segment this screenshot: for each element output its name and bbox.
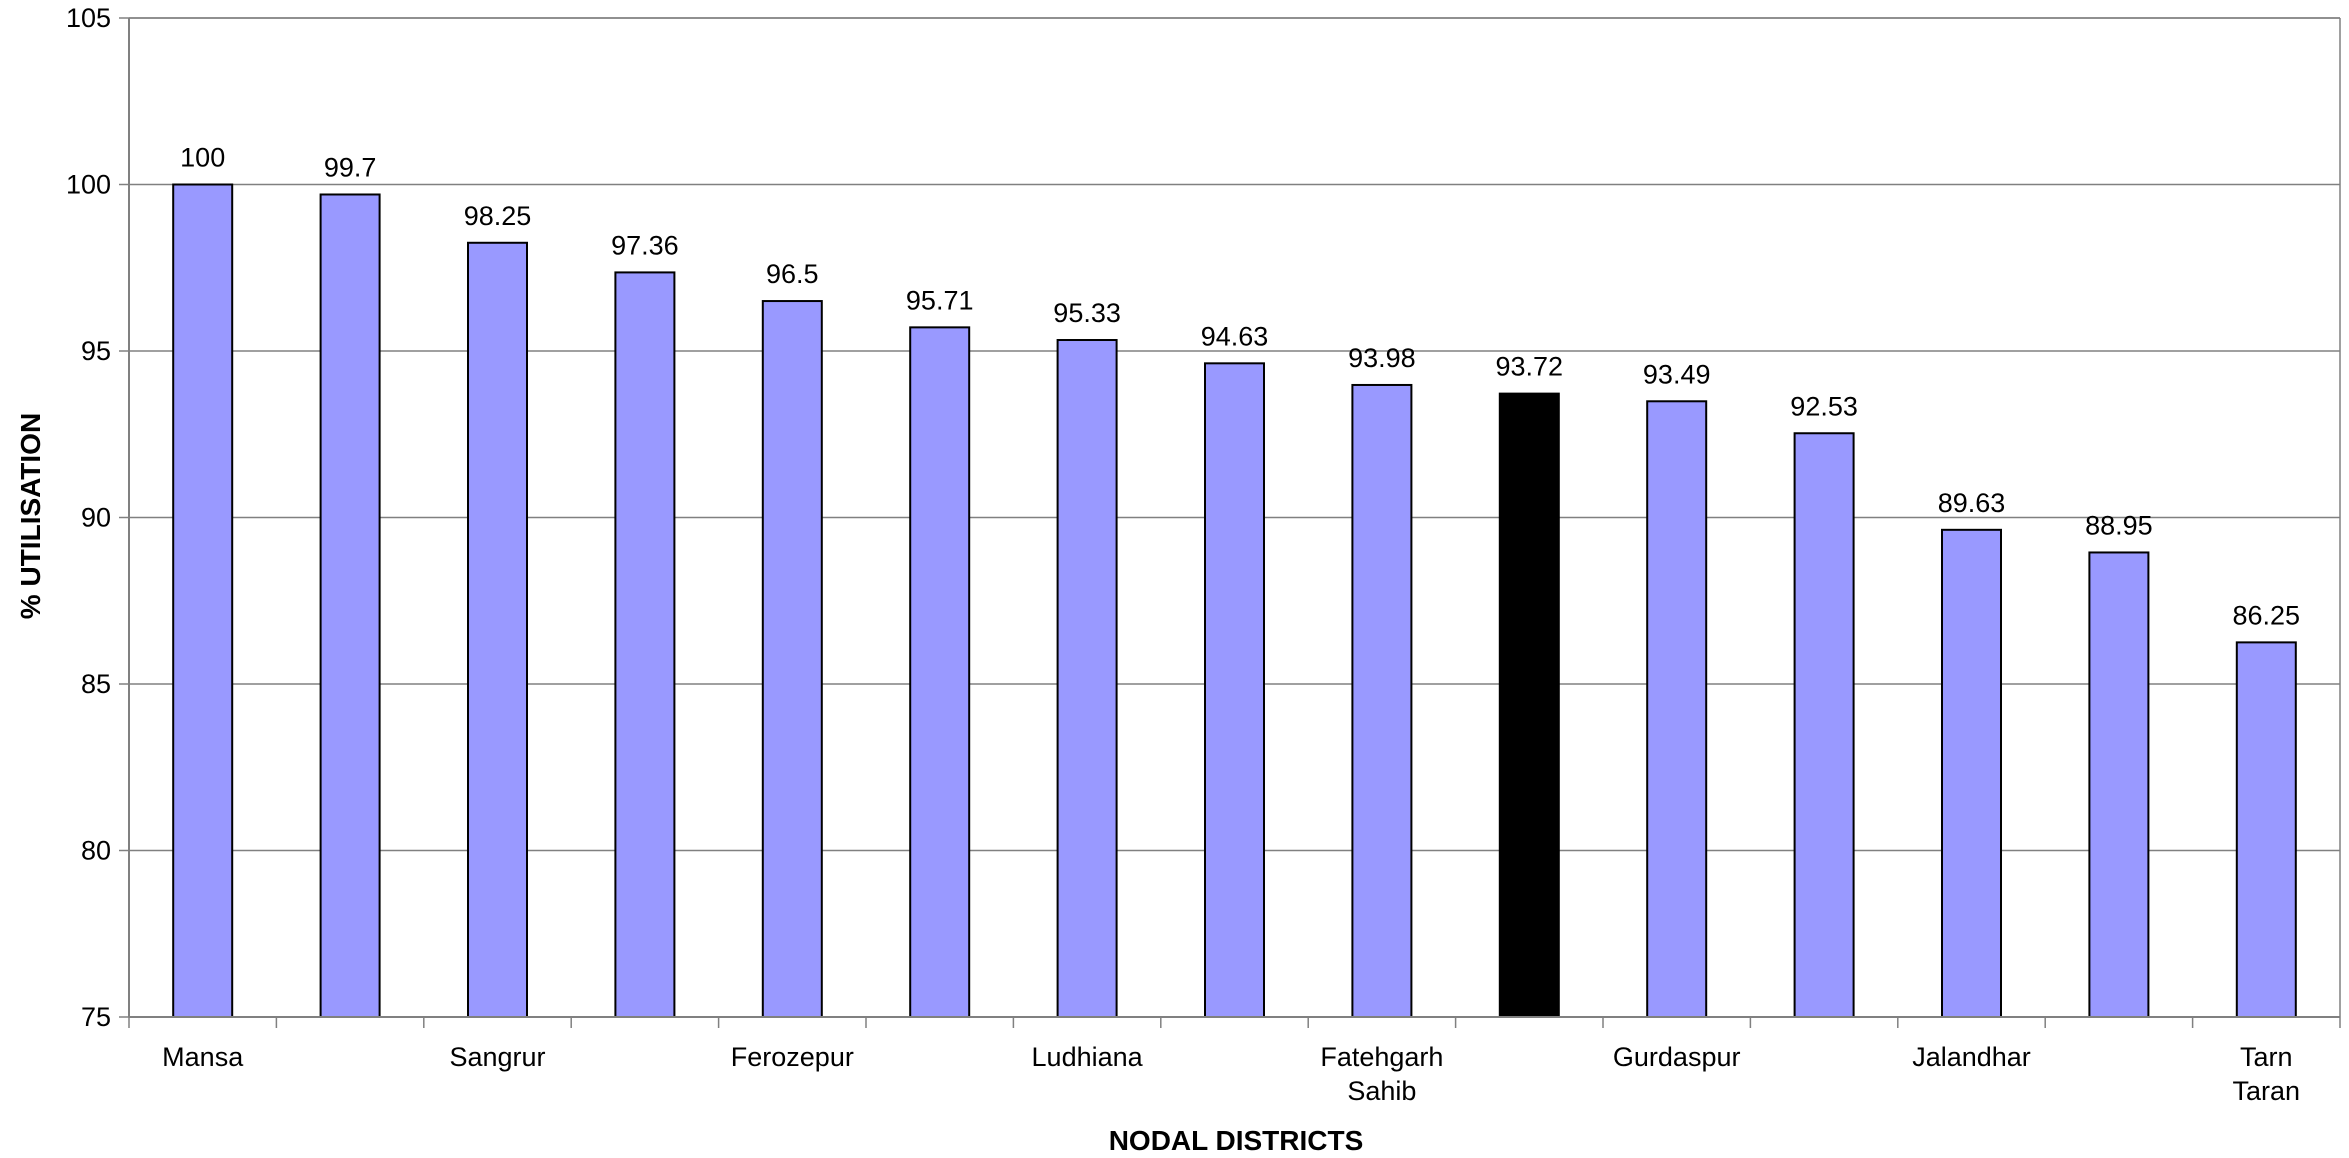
y-tick-label: 105 [66, 3, 111, 33]
axes [119, 17, 2341, 1028]
data-label: 95.33 [1053, 298, 1121, 328]
bar [1204, 362, 1265, 1019]
bar [1793, 432, 1855, 1019]
data-label: 95.71 [906, 285, 974, 315]
data-label: 98.25 [464, 201, 532, 231]
category-label: Fatehgarh Sahib [1320, 1042, 1443, 1106]
data-label: 93.72 [1496, 352, 1564, 382]
data-label: 99.7 [324, 152, 377, 182]
bar [909, 326, 971, 1018]
data-label: 89.63 [1938, 488, 2006, 518]
category-label: Tarn Taran [2233, 1042, 2301, 1106]
data-label: 86.25 [2233, 600, 2301, 630]
y-tick-label: 95 [81, 336, 111, 366]
x-axis-title: NODAL DISTRICTS [1109, 1125, 1364, 1156]
category-label: Sangrur [449, 1042, 545, 1072]
category-label: Jalandhar [1912, 1042, 2031, 1072]
bar [1646, 400, 1708, 1018]
data-label: 92.53 [1790, 391, 1858, 421]
category-label: Mansa [162, 1042, 244, 1072]
data-label: 93.49 [1643, 359, 1711, 389]
y-tick-label: 75 [81, 1002, 111, 1032]
category-label: Ferozepur [731, 1042, 854, 1072]
y-tick-labels: 75 80 85 90 95 100 105 [66, 3, 111, 1032]
bar [761, 300, 823, 1018]
bar [319, 193, 381, 1019]
bar [172, 183, 234, 1018]
y-tick-label: 80 [81, 836, 111, 866]
data-label: 93.98 [1348, 343, 1416, 373]
category-label: Gurdaspur [1613, 1042, 1741, 1072]
data-label: 88.95 [2085, 510, 2153, 540]
category-labels: Mansa Sangrur Ferozepur Ludhiana Fatehgarh Sa… [162, 1042, 2300, 1106]
bar [2088, 551, 2150, 1019]
bar [1056, 339, 1118, 1018]
bar [1351, 383, 1413, 1018]
bars [172, 183, 2297, 1019]
y-axis-title: % UTILISATION [15, 413, 46, 619]
data-labels: 100 99.7 98.25 97.36 96.5 95.71 95.33 94.63 93.9… [180, 143, 2300, 631]
category-label: Ludhiana [1032, 1042, 1144, 1072]
y-tick-label: 90 [81, 503, 111, 533]
data-label: 96.5 [766, 259, 819, 289]
y-tick-label: 100 [66, 170, 111, 200]
data-label: 94.63 [1201, 321, 1269, 351]
bar [1941, 528, 2002, 1018]
bar [1498, 392, 1560, 1018]
y-tick-label: 85 [81, 669, 111, 699]
bar [614, 271, 676, 1018]
data-label: 97.36 [611, 230, 679, 260]
bar [2235, 641, 2297, 1018]
data-label: 100 [180, 143, 225, 173]
bar [467, 241, 528, 1018]
